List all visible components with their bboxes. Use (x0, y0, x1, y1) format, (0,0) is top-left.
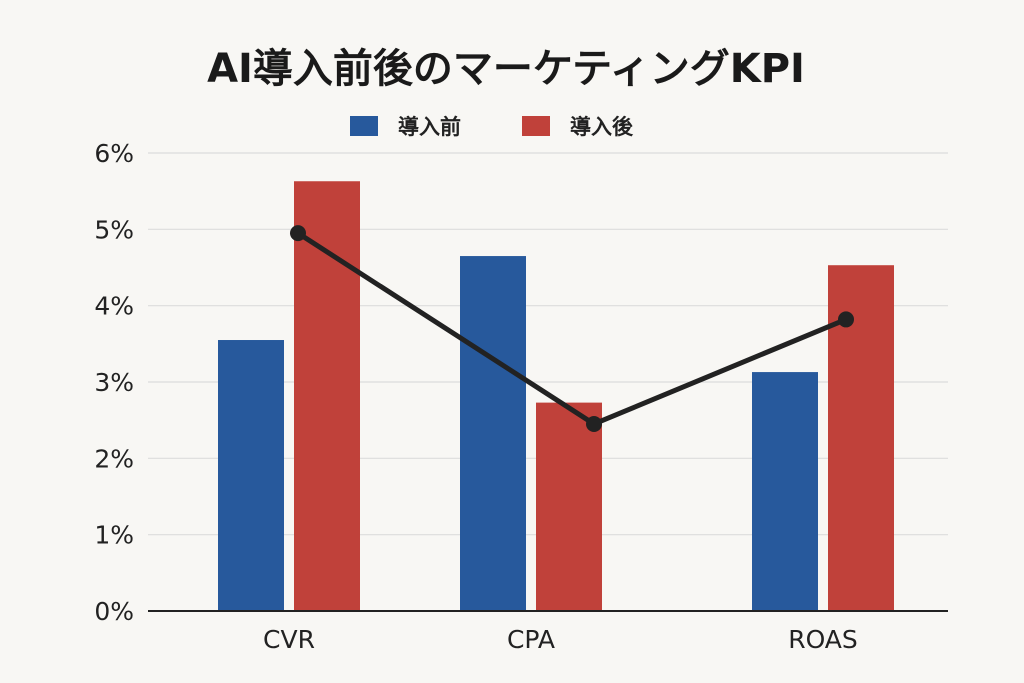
chart-title: AI導入前後のマーケティングKPI (207, 46, 805, 92)
x-tick-label: CPA (507, 625, 555, 654)
legend-swatch (522, 116, 550, 136)
bar-roas-after (828, 265, 894, 611)
x-axis-ticks: CVR CPA ROAS (263, 625, 858, 654)
legend-label: 導入後 (570, 115, 634, 139)
y-tick-label: 5% (94, 215, 134, 244)
trend-line-series (290, 225, 854, 432)
y-tick-label: 6% (94, 139, 134, 168)
y-axis-ticks: 0% 1% 2% 3% 4% 5% 6% (94, 139, 134, 626)
x-tick-label: CVR (263, 625, 315, 654)
y-tick-label: 3% (94, 368, 134, 397)
x-tick-label: ROAS (788, 625, 858, 654)
legend-swatch (350, 116, 378, 136)
trend-point (586, 415, 602, 432)
trend-point (838, 311, 854, 328)
y-tick-label: 4% (94, 292, 134, 321)
y-tick-label: 2% (94, 444, 134, 473)
legend-label: 導入前 (398, 115, 461, 139)
y-tick-label: 1% (94, 521, 134, 550)
y-tick-label: 0% (94, 597, 134, 626)
bar-roas-before (752, 372, 818, 611)
legend: 導入前 導入後 (350, 115, 634, 139)
bar-cvr-before (218, 340, 284, 611)
bar-cpa-after (536, 402, 602, 611)
trend-point (290, 225, 306, 242)
bar-cvr-after (294, 181, 360, 611)
bar-cpa-before (460, 256, 526, 611)
